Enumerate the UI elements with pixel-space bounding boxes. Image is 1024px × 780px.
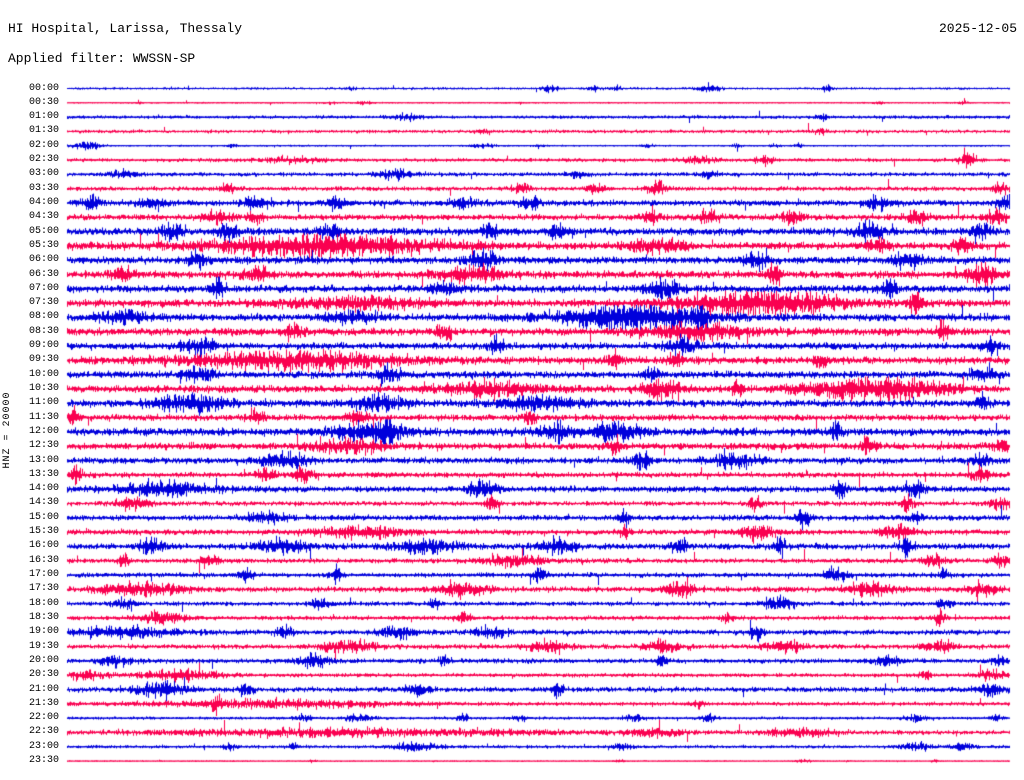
station-title: HI Hospital, Larissa, Thessaly bbox=[8, 21, 243, 36]
time-label: 21:30 bbox=[28, 697, 59, 709]
time-label: 11:00 bbox=[28, 397, 59, 409]
time-label: 06:00 bbox=[28, 254, 59, 266]
time-label: 07:30 bbox=[28, 297, 59, 309]
time-label: 12:00 bbox=[28, 425, 59, 437]
time-label: 16:30 bbox=[28, 554, 59, 566]
time-label: 05:00 bbox=[28, 225, 59, 237]
time-label: 08:00 bbox=[28, 311, 59, 323]
time-label: 10:00 bbox=[28, 368, 59, 380]
record-date: 2025-12-05 bbox=[938, 21, 1017, 36]
time-label: 02:30 bbox=[28, 154, 59, 166]
time-label: 10:30 bbox=[28, 383, 59, 394]
time-label: 00:00 bbox=[28, 82, 59, 94]
time-label: 07:00 bbox=[28, 282, 59, 294]
time-label: 09:00 bbox=[28, 340, 59, 352]
time-label: 08:30 bbox=[28, 325, 59, 337]
time-label: 18:00 bbox=[28, 597, 59, 609]
time-label: 04:30 bbox=[28, 211, 59, 223]
time-label: 06:30 bbox=[28, 268, 59, 280]
time-label: 14:00 bbox=[28, 483, 59, 495]
time-label: 03:30 bbox=[28, 182, 59, 194]
time-label: 01:30 bbox=[28, 125, 59, 137]
time-label: 20:00 bbox=[28, 654, 59, 666]
time-label: 17:00 bbox=[28, 569, 59, 581]
time-label: 01:00 bbox=[28, 111, 59, 123]
time-label: 19:30 bbox=[28, 640, 59, 652]
applied-filter-label: Applied filter: WWSSN-SP bbox=[8, 51, 196, 66]
time-label: 22:00 bbox=[28, 712, 59, 724]
time-label: 11:30 bbox=[28, 411, 59, 423]
time-label: 03:00 bbox=[28, 168, 59, 180]
time-label: 02:00 bbox=[28, 139, 59, 151]
time-label: 19:00 bbox=[28, 626, 59, 638]
time-label: 13:30 bbox=[28, 468, 59, 480]
time-label: 22:30 bbox=[28, 726, 59, 738]
time-label: 04:00 bbox=[28, 196, 59, 208]
time-label: 17:30 bbox=[28, 583, 59, 595]
time-label: 09:30 bbox=[28, 354, 59, 366]
time-label: 14:30 bbox=[28, 497, 59, 509]
time-label: 05:30 bbox=[28, 239, 59, 251]
time-label: 16:00 bbox=[28, 540, 59, 552]
time-label: 21:00 bbox=[28, 683, 59, 695]
time-label: 23:30 bbox=[28, 755, 59, 767]
time-label: 20:30 bbox=[28, 669, 59, 681]
time-label: 15:00 bbox=[28, 511, 59, 523]
time-label: 18:30 bbox=[28, 611, 59, 623]
time-label: 00:30 bbox=[28, 96, 59, 108]
time-label: 12:30 bbox=[28, 440, 59, 452]
time-label: 13:00 bbox=[28, 454, 59, 466]
time-label: 15:30 bbox=[28, 526, 59, 538]
time-label: 23:00 bbox=[28, 740, 59, 752]
